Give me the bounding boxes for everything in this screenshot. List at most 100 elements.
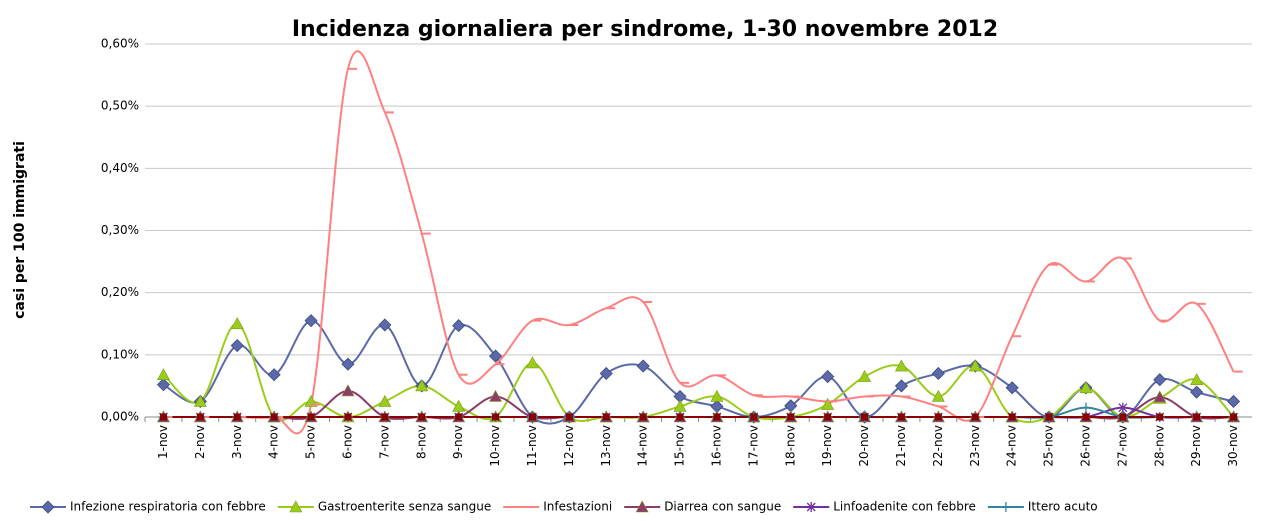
marker (1226, 394, 1241, 409)
marker (934, 413, 942, 421)
legend-label: Diarrea con sangue (664, 500, 781, 514)
marker (858, 369, 872, 382)
y-tick-label: 0,50% (101, 99, 139, 113)
x-tick-label: 12-nov (562, 425, 576, 467)
x-tick-label: 7-nov (377, 425, 391, 459)
marker (787, 413, 795, 421)
marker (894, 359, 908, 372)
marker (378, 318, 392, 332)
marker (635, 500, 649, 513)
x-tick-label: 25-nov (1042, 425, 1056, 467)
x-tick-label: 6-nov (340, 425, 354, 459)
x-tick-label: 26-nov (1078, 425, 1092, 467)
marker (267, 368, 281, 382)
marker (1153, 373, 1167, 387)
x-tick-label: 15-nov (673, 425, 687, 467)
y-tick-label: 0,60% (101, 37, 139, 51)
marker (750, 413, 758, 421)
marker (525, 356, 539, 369)
marker (270, 413, 278, 421)
x-tick-label: 28-nov (1152, 425, 1166, 467)
marker (193, 394, 207, 407)
x-tick-label: 20-nov (857, 425, 871, 467)
marker (528, 413, 536, 421)
x-tick-label: 14-nov (636, 425, 650, 467)
marker (710, 389, 724, 402)
marker (1190, 385, 1204, 399)
marker (931, 366, 945, 381)
marker (381, 413, 389, 421)
marker (565, 413, 573, 421)
x-tick-label: 23-nov (968, 425, 982, 467)
marker (304, 314, 318, 328)
y-tick-label: 0,20% (101, 285, 139, 299)
marker (968, 359, 982, 372)
legend-label: Infestazioni (543, 500, 612, 514)
marker (196, 413, 204, 421)
chart-title: Incidenza giornaliera per sindrome, 1-30… (292, 17, 998, 42)
x-tick-label: 30-nov (1226, 425, 1240, 467)
x-tick-label: 8-nov (414, 425, 428, 459)
x-tick-label: 22-nov (931, 425, 945, 467)
legend-label: Infezione respiratoria con febbre (70, 500, 266, 514)
marker (1008, 413, 1016, 421)
marker (931, 389, 945, 402)
marker (1000, 502, 1011, 512)
marker (156, 368, 170, 381)
marker (1156, 413, 1164, 421)
marker (861, 413, 869, 421)
x-tick-label: 13-nov (599, 425, 613, 467)
marker (821, 370, 835, 384)
marker (821, 397, 835, 410)
marker (488, 349, 503, 363)
x-tick-label: 17-nov (746, 425, 760, 467)
marker (1193, 413, 1201, 421)
marker (806, 502, 816, 512)
legend-label: Linfoadenite con febbre (833, 500, 976, 514)
marker (341, 357, 355, 371)
marker (492, 413, 500, 421)
x-tick-label: 11-nov (525, 425, 539, 467)
y-axis-label: casi per 100 immigrati (12, 141, 28, 319)
y-tick-label: 0,40% (101, 161, 139, 175)
marker (897, 413, 905, 421)
marker (289, 500, 303, 513)
marker (378, 394, 392, 407)
x-tick-label: 1-nov (156, 425, 170, 459)
marker (156, 378, 171, 392)
marker (159, 413, 167, 421)
marker (341, 384, 355, 397)
marker (894, 379, 909, 393)
marker (599, 366, 613, 381)
x-tick-label: 10-nov (488, 425, 502, 467)
marker (455, 413, 463, 421)
series-line (163, 50, 1235, 435)
y-tick-label: 0,30% (101, 223, 139, 237)
marker (1153, 390, 1167, 403)
marker (1190, 373, 1204, 385)
marker (636, 359, 650, 373)
marker (1045, 413, 1053, 421)
marker (452, 319, 466, 333)
x-tick-label: 5-nov (304, 425, 318, 459)
marker (230, 317, 244, 330)
marker (233, 413, 241, 421)
y-tick-label: 0,00% (101, 410, 139, 424)
x-tick-label: 9-nov (451, 425, 465, 459)
marker (713, 413, 721, 421)
marker (1080, 402, 1091, 413)
marker (307, 413, 315, 421)
marker (230, 338, 244, 353)
x-tick-label: 4-nov (267, 425, 281, 459)
marker (1230, 413, 1238, 421)
x-tick-label: 21-nov (894, 425, 908, 467)
marker (824, 413, 832, 421)
marker (1079, 381, 1093, 394)
x-tick-label: 3-nov (230, 425, 244, 459)
marker (639, 413, 647, 421)
marker (41, 500, 55, 514)
marker (415, 379, 429, 392)
marker (452, 399, 466, 412)
x-tick-label: 19-nov (820, 425, 834, 467)
